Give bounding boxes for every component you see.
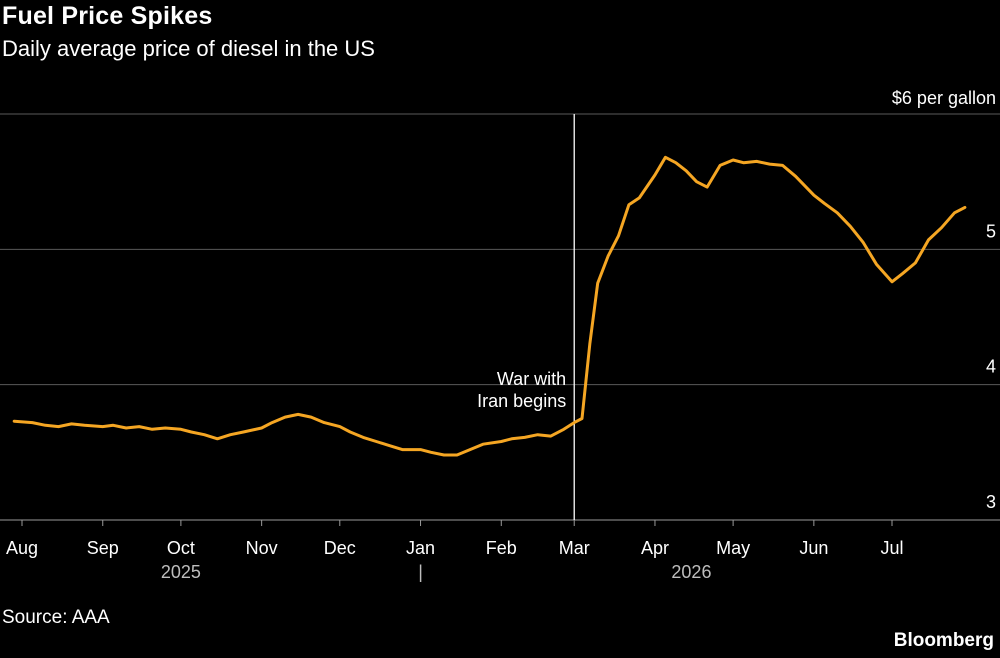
x-tick-label: Dec	[324, 538, 356, 558]
x-tick-label: Jul	[880, 538, 903, 558]
x-tick-label: Jan	[406, 538, 435, 558]
x-tick-label: May	[716, 538, 750, 558]
x-tick-label: Feb	[486, 538, 517, 558]
line-chart: $6 per gallon 5 4 3 Aug Sep Oct Nov Dec Jan Feb Ma…	[0, 88, 1000, 582]
x-tick-label: Jun	[799, 538, 828, 558]
year-divider: |	[418, 562, 423, 582]
chart-subtitle: Daily average price of diesel in the US	[2, 36, 375, 61]
source-note: Source: AAA	[2, 607, 110, 628]
x-tick-label: Nov	[246, 538, 278, 558]
y-tick-label: 3	[986, 492, 996, 512]
chart-title: Fuel Price Spikes	[2, 2, 213, 30]
y-tick-label: 4	[986, 357, 996, 377]
series-line-diesel-price	[12, 155, 967, 457]
series-layer	[12, 155, 967, 457]
annotation-label: War with	[497, 369, 566, 389]
x-axis: Aug Sep Oct Nov Dec Jan Feb Mar Apr May Jun Jul 2025…	[6, 520, 904, 582]
x-tick-label: Mar	[559, 538, 590, 558]
x-tick-label: Aug	[6, 538, 38, 558]
grid-layer: $6 per gallon 5 4 3	[0, 88, 1000, 521]
year-label: 2026	[671, 562, 711, 582]
y-tick-label: 5	[986, 221, 996, 241]
x-tick-label: Oct	[167, 538, 195, 558]
x-tick-label: Apr	[641, 538, 669, 558]
year-label: 2025	[161, 562, 201, 582]
x-tick-label: Sep	[87, 538, 119, 558]
bloomberg-logo: Bloomberg	[893, 630, 994, 651]
annotation-label: Iran begins	[477, 391, 566, 411]
y-tick-label: $6 per gallon	[892, 88, 996, 108]
